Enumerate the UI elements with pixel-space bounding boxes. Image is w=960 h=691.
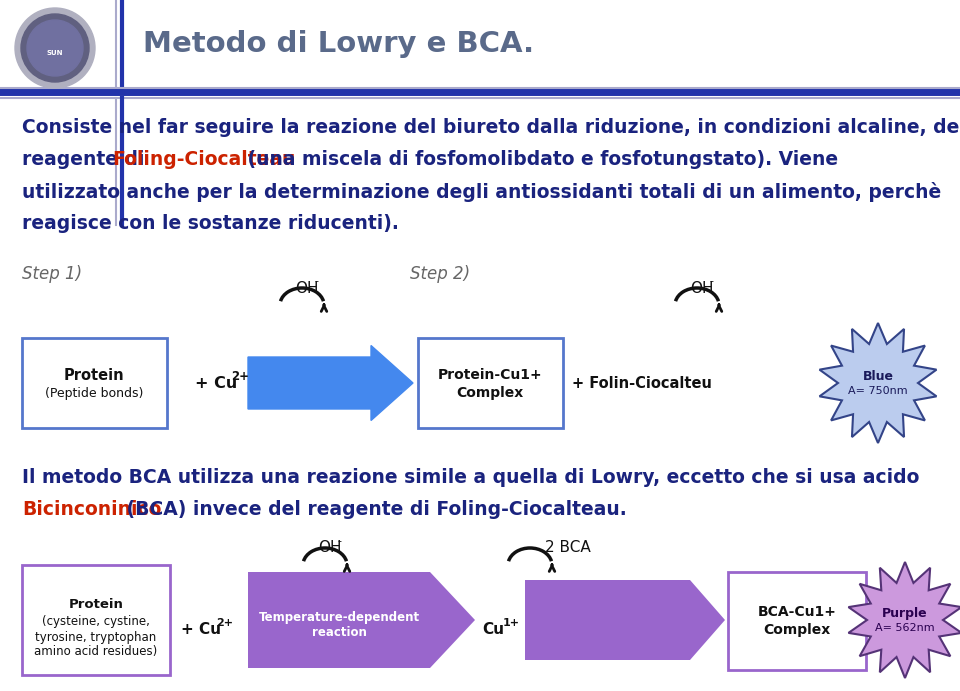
Text: + Folin-Ciocalteu: + Folin-Ciocalteu (572, 375, 712, 390)
Polygon shape (525, 580, 725, 660)
Text: Purple: Purple (882, 607, 927, 620)
Text: utilizzato anche per la determinazione degli antiossidanti totali di un alimento: utilizzato anche per la determinazione d… (22, 182, 941, 202)
Text: A= 750nm: A= 750nm (849, 386, 908, 396)
Text: Step 2): Step 2) (410, 265, 470, 283)
Text: Foling-Ciocalteau: Foling-Ciocalteau (112, 150, 296, 169)
Text: Protein: Protein (63, 368, 124, 383)
Text: Il metodo BCA utilizza una reazione simile a quella di Lowry, eccetto che si usa: Il metodo BCA utilizza una reazione simi… (22, 468, 920, 487)
Text: 2+: 2+ (216, 618, 233, 628)
Text: Bicinconinico: Bicinconinico (22, 500, 161, 519)
Text: Consiste nel far seguire la reazione del biureto dalla riduzione, in condizioni : Consiste nel far seguire la reazione del… (22, 118, 960, 137)
FancyBboxPatch shape (418, 338, 563, 428)
Text: reagente di: reagente di (22, 150, 151, 169)
Text: BCA-Cu1+: BCA-Cu1+ (757, 605, 836, 619)
Text: (cysteine, cystine,: (cysteine, cystine, (42, 616, 150, 629)
Text: OH: OH (295, 281, 319, 296)
Text: (BCA) invece del reagente di Foling-Ciocalteau.: (BCA) invece del reagente di Foling-Cioc… (120, 500, 627, 519)
Circle shape (27, 20, 83, 76)
Text: Temperature-dependent
reaction: Temperature-dependent reaction (258, 611, 420, 639)
Polygon shape (248, 572, 475, 668)
Text: A= 562nm: A= 562nm (876, 623, 935, 633)
Text: -: - (314, 276, 318, 286)
Text: 2+: 2+ (231, 370, 249, 383)
Text: + Cu: + Cu (195, 375, 237, 390)
Text: Cu: Cu (482, 623, 504, 638)
FancyArrow shape (248, 346, 413, 421)
Text: tyrosine, tryptophan: tyrosine, tryptophan (36, 630, 156, 643)
Text: 2 BCA: 2 BCA (545, 540, 590, 556)
Text: + Cu: + Cu (181, 623, 221, 638)
Text: SUN: SUN (47, 50, 63, 56)
Text: -: - (709, 276, 713, 286)
Text: Complex: Complex (763, 623, 830, 637)
FancyBboxPatch shape (22, 565, 170, 675)
Circle shape (15, 8, 95, 88)
Text: Complex: Complex (456, 386, 523, 400)
FancyBboxPatch shape (22, 338, 167, 428)
Text: -: - (337, 536, 341, 546)
Text: (Peptide bonds): (Peptide bonds) (45, 386, 143, 399)
Text: OH: OH (318, 540, 342, 556)
Text: amino acid residues): amino acid residues) (35, 645, 157, 659)
Text: 1+: 1+ (503, 618, 520, 628)
Text: Metodo di Lowry e BCA.: Metodo di Lowry e BCA. (143, 30, 534, 58)
Text: Step 1): Step 1) (22, 265, 83, 283)
Polygon shape (820, 323, 937, 443)
FancyBboxPatch shape (728, 572, 866, 670)
Text: (una miscela di fosfomolibdato e fosfotungstato). Viene: (una miscela di fosfomolibdato e fosfotu… (241, 150, 838, 169)
Text: Protein-Cu1+: Protein-Cu1+ (438, 368, 542, 382)
Circle shape (21, 14, 89, 82)
Polygon shape (849, 562, 960, 678)
Text: reagisce con le sostanze riducenti).: reagisce con le sostanze riducenti). (22, 214, 398, 233)
Text: OH: OH (690, 281, 713, 296)
Text: Blue: Blue (862, 370, 894, 383)
Text: Protein: Protein (68, 598, 124, 612)
